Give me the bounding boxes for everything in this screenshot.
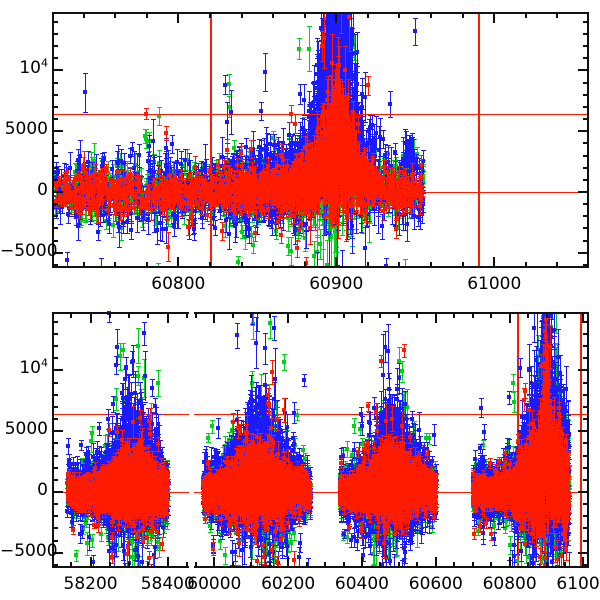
- figure-root: { "figure": { "width": 600, "height": 60…: [0, 0, 600, 600]
